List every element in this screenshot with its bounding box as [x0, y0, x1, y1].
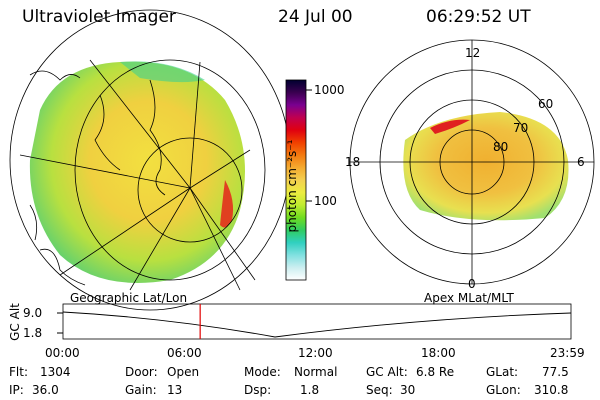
meridian-8	[189, 149, 251, 189]
mlat-60-label: 60	[538, 97, 554, 111]
colorbar-label-100: 100	[314, 194, 337, 208]
xtick-label-2359: 23:59	[550, 346, 585, 360]
bright-spot	[220, 180, 234, 228]
dsp-label: Dsp:	[244, 383, 272, 397]
gc-alt-value: 6.8 Re	[416, 365, 455, 379]
glat-value: 77.5	[542, 365, 569, 379]
glon-value: 310.8	[534, 383, 569, 397]
coastlines	[29, 70, 166, 286]
colorbar	[285, 79, 312, 281]
flt-value: 1304	[40, 365, 71, 379]
timeline-frame	[62, 303, 572, 340]
seq-value: 30	[400, 383, 416, 397]
meridian-3	[189, 61, 201, 189]
xtick-label-0600: 06:00	[167, 346, 202, 360]
seq-label: Seq:	[366, 383, 393, 397]
colorbar-label-1000: 1000	[314, 83, 345, 97]
time-label: 06:29:52 UT	[426, 7, 531, 27]
xtick-label-1800: 18:00	[421, 346, 456, 360]
meridian-4	[59, 187, 191, 276]
door-label: Door:	[125, 365, 158, 379]
lat-circle-1	[137, 137, 243, 243]
door-value: Open	[167, 365, 200, 379]
ytick-label-1.8: 1.8	[23, 326, 43, 340]
mlt-6-label: 6	[577, 155, 585, 169]
meridian-7	[189, 187, 256, 281]
mlt-0-label: 0	[468, 277, 476, 291]
mlat-80-label: 80	[493, 140, 509, 154]
mlt-18-label: 18	[345, 155, 361, 169]
auroral-oval-polar	[403, 112, 569, 221]
meridian-2	[89, 59, 191, 189]
meridian-5	[129, 187, 191, 291]
gain-value: 13	[167, 383, 183, 397]
geographic-label: Geographic Lat/Lon	[70, 291, 188, 305]
meridian-6	[189, 187, 241, 291]
date-label: 24 Jul 00	[278, 7, 353, 27]
mode-label: Mode:	[244, 365, 281, 379]
gc-alt-axis-label: GC Alt	[7, 303, 22, 341]
ytick-label-9: 9.0	[23, 306, 43, 320]
glon-label: GLon:	[486, 383, 521, 397]
colorbar-unit-label: photon cm⁻²s⁻¹	[285, 139, 299, 233]
meridian-1	[19, 154, 191, 189]
xtick-label-0000: 00:00	[45, 346, 80, 360]
gc-alt-label: GC Alt:	[366, 365, 408, 379]
apex-label: Apex MLat/MLT	[424, 291, 514, 305]
polar-plot	[349, 39, 595, 285]
instrument-title: Ultraviolet Imager	[22, 7, 176, 27]
mode-value: Normal	[294, 365, 338, 379]
timeline-plot	[57, 303, 572, 340]
mlt-12-label: 12	[465, 46, 481, 60]
lat-circle-2	[74, 59, 266, 281]
gain-label: Gain:	[125, 383, 157, 397]
xtick-label-1200: 12:00	[298, 346, 333, 360]
colorbar-rect	[285, 79, 307, 281]
flt-label: Flt:	[9, 365, 28, 379]
edge-green	[120, 61, 205, 83]
mlat-70-label: 70	[513, 121, 529, 135]
dsp-value: 1.8	[300, 383, 320, 397]
gc-alt-curve	[62, 311, 572, 338]
auroral-oval-geographic	[29, 61, 245, 283]
glat-label: GLat:	[486, 365, 519, 379]
polar-bright-spot	[430, 119, 470, 134]
ip-label: IP:	[9, 383, 24, 397]
ip-value: 36.0	[32, 383, 59, 397]
